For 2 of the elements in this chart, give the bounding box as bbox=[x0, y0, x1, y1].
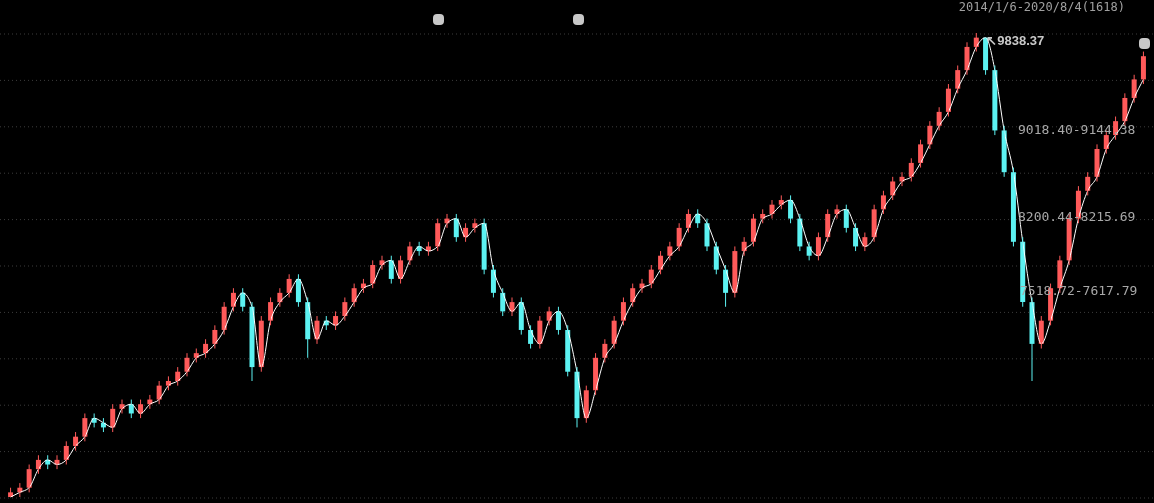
annotation: ↖9838.37 bbox=[986, 33, 1045, 48]
text: 2014/1/6-2020/8/4(1618) bbox=[958, 0, 1125, 14]
